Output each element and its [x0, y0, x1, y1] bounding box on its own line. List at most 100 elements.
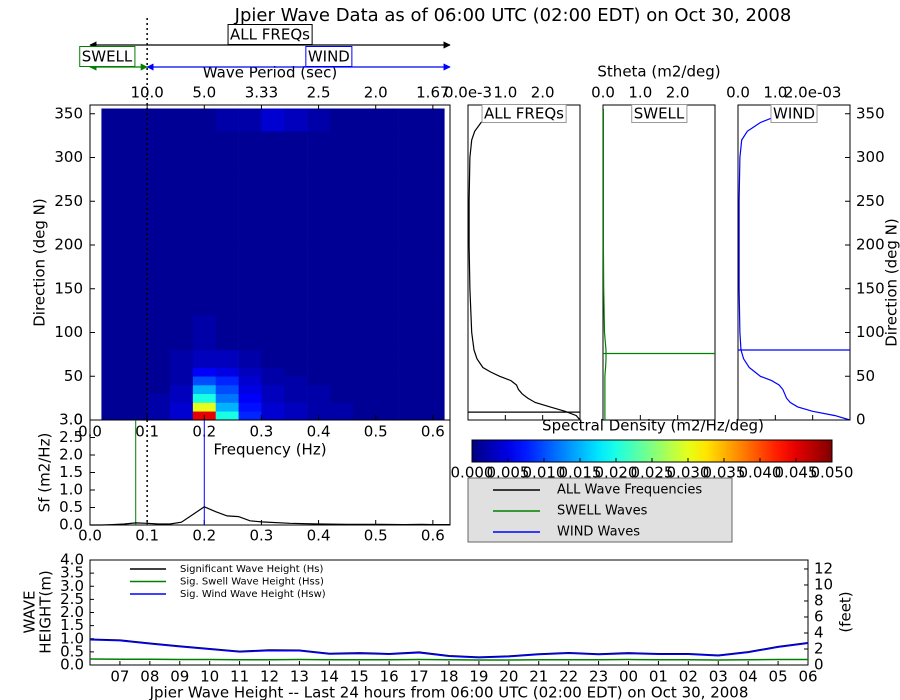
- heatmap-cell: [147, 245, 171, 316]
- x-tick-label: 1.0: [493, 84, 517, 102]
- heatmap-cell: [147, 411, 171, 421]
- heatmap-cell: [398, 393, 422, 403]
- heatmap-cell: [170, 108, 194, 132]
- x-tick-label: 10: [200, 668, 219, 686]
- heatmap-cell: [170, 367, 194, 377]
- heatmap-cell: [330, 245, 354, 316]
- heatmap-cell: [170, 385, 194, 395]
- heatmap-cell: [238, 411, 262, 421]
- heatmap-cell: [284, 367, 308, 377]
- heatmap-cell: [215, 367, 239, 377]
- heatmap-cell: [421, 131, 445, 176]
- x-axis-label: Frequency (Hz): [213, 441, 326, 459]
- heatmap-cell: [261, 175, 285, 246]
- colorbar-label: Spectral Density (m2/Hz/deg): [542, 417, 764, 435]
- heatmap-cell: [238, 108, 262, 132]
- y-axis-label: Sf (m2/Hz): [36, 433, 54, 513]
- colorbar-tick-label: 0.015: [559, 464, 602, 482]
- heatmap-cell: [330, 411, 354, 421]
- x-tick-label: 23: [589, 668, 608, 686]
- heatmap-cell: [170, 350, 194, 368]
- x2-tick-label: 2.0: [364, 84, 388, 102]
- y-tick-label: 0.0: [60, 656, 84, 674]
- heatmap-cell: [215, 108, 239, 132]
- x-tick-label: 08: [140, 668, 159, 686]
- x-tick-label: 0.0e-3: [444, 84, 492, 102]
- y-tick-label: 0: [856, 411, 866, 429]
- heatmap-cell: [284, 108, 308, 132]
- colorbar-tick-label: 0.030: [667, 464, 710, 482]
- heatmap-cell: [192, 385, 217, 395]
- heatmap-cell: [307, 350, 331, 368]
- heatmap-cell: [192, 131, 217, 176]
- heatmap-cell: [101, 376, 125, 386]
- heatmap-cell: [170, 175, 194, 246]
- heatmap-cell: [215, 245, 239, 316]
- colorbar-tick-label: 0.025: [631, 464, 674, 482]
- y-tick-label: 0: [73, 411, 83, 429]
- heatmap-cell: [421, 367, 445, 377]
- heatmap-cell: [261, 108, 285, 132]
- heatmap-cell: [330, 367, 354, 377]
- heatmap-cell: [421, 315, 445, 351]
- heatmap-cell: [147, 131, 171, 176]
- heatmap-cell: [375, 108, 399, 132]
- y-tick-label: 250: [856, 192, 885, 210]
- heatmap-cell: [330, 376, 354, 386]
- heatmap-cell: [284, 315, 308, 351]
- heatmap-cell: [352, 175, 377, 246]
- colorbar-tick-label: 0.005: [487, 464, 530, 482]
- y2-tick-label: 0: [814, 656, 824, 674]
- heatmap-cell: [261, 402, 285, 412]
- y-axis-label: WAVE: [21, 590, 39, 633]
- x-tick-label: 2.0e-03: [784, 84, 842, 102]
- heatmap-cell: [284, 350, 308, 368]
- x-tick-label: 1.0: [628, 84, 652, 102]
- heatmap-cell: [398, 315, 422, 351]
- x-tick-label: 0.4: [307, 527, 331, 545]
- heatmap-cell: [421, 376, 445, 386]
- x-tick-label: 0.5: [364, 423, 388, 441]
- heatmap-cell: [147, 175, 171, 246]
- heatmap-cell: [261, 245, 285, 316]
- band-label-box: [227, 24, 313, 45]
- x-tick-label: 09: [170, 668, 189, 686]
- colorbar-tick-label: 0.000: [451, 464, 494, 482]
- y-tick-label: 1.0: [59, 481, 83, 499]
- panel-label-box: [770, 104, 818, 123]
- heatmap-cell: [284, 402, 308, 412]
- y-tick-label: 300: [54, 148, 83, 166]
- height-line: [89, 658, 808, 661]
- heatmap-cell: [330, 402, 354, 412]
- heatmap-cell: [147, 315, 171, 351]
- stheta-curve: [468, 108, 581, 421]
- x-tick-label: 03: [709, 668, 728, 686]
- heatmap-cell: [147, 385, 171, 395]
- y-tick-label: 2.0: [60, 603, 84, 621]
- x-tick-label: 0.6: [421, 527, 445, 545]
- y-tick-label: 3.5: [60, 564, 84, 582]
- sf-curve: [90, 506, 450, 526]
- heatmap-cell: [421, 350, 445, 368]
- x2-tick-label: 1.67: [416, 84, 449, 102]
- x-axis-label: Stheta (m2/deg): [597, 63, 720, 81]
- colorbar-tick-label: 0.045: [775, 464, 818, 482]
- y-tick-label: 2.5: [59, 428, 83, 446]
- legend-label: ALL Wave Frequencies: [557, 483, 702, 498]
- x-tick-label: 0.1: [135, 527, 159, 545]
- x-tick-label: 17: [410, 668, 429, 686]
- x-tick-label: 04: [739, 668, 758, 686]
- x-tick-label: 0.4: [307, 423, 331, 441]
- x-tick-label: 06: [798, 668, 817, 686]
- y-tick-label: 350: [856, 104, 885, 122]
- heatmap-cell: [124, 245, 148, 316]
- x-tick-label: 13: [290, 668, 309, 686]
- heatmap-cell: [261, 131, 285, 176]
- heatmap-cell: [261, 393, 285, 403]
- x-tick-label: 0.2: [192, 527, 216, 545]
- heatmap-cell: [124, 402, 148, 412]
- heatmap-cell: [261, 367, 285, 377]
- heatmap-cell: [261, 350, 285, 368]
- heatmap-cell: [101, 367, 125, 377]
